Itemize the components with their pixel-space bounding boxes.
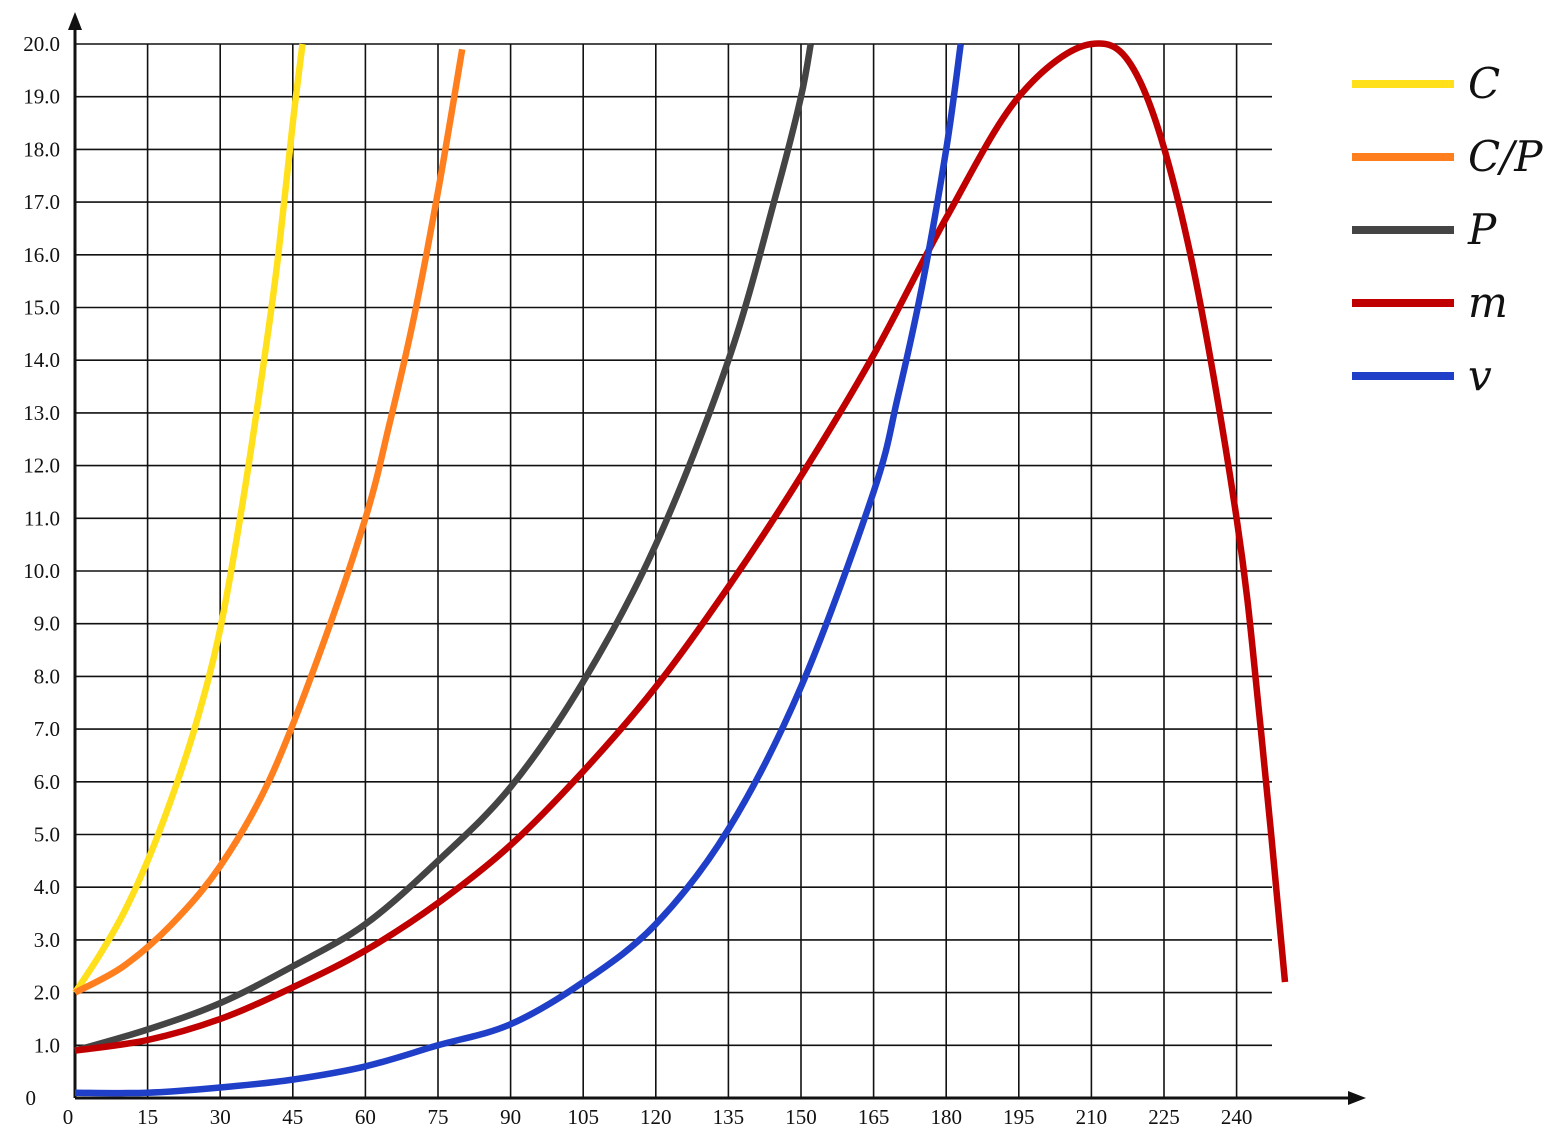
- y-tick-label: 20.0: [23, 32, 60, 56]
- series-line-c: [72, 43, 306, 995]
- y-axis-arrow: [68, 12, 82, 30]
- axes: [68, 12, 1366, 1105]
- y-tick-label: 8.0: [34, 664, 60, 688]
- y-tick-label: 5.0: [34, 823, 60, 847]
- x-axis-arrow: [1348, 1091, 1366, 1105]
- y-tick-label: 11.0: [24, 506, 60, 530]
- x-tick-label: 165: [858, 1105, 890, 1129]
- x-tick-label: 210: [1076, 1105, 1108, 1129]
- legend-label-c: C: [1468, 59, 1500, 108]
- y-tick-label: 17.0: [23, 190, 60, 214]
- x-tick-label: 120: [640, 1105, 672, 1129]
- y-tick-label: 0: [26, 1086, 37, 1110]
- y-tick-label: 2.0: [34, 981, 60, 1005]
- y-tick-label: 16.0: [23, 243, 60, 267]
- y-tick-label: 7.0: [34, 717, 60, 741]
- x-tick-label: 150: [785, 1105, 817, 1129]
- x-tick-label: 90: [500, 1105, 521, 1129]
- y-tick-label: 13.0: [23, 401, 60, 425]
- x-tick-label: 15: [137, 1105, 158, 1129]
- x-tick-label: 0: [63, 1105, 74, 1129]
- y-tick-label: 4.0: [34, 875, 60, 899]
- series-line-m: [74, 40, 1289, 1054]
- y-tick-label: 1.0: [34, 1033, 60, 1057]
- legend-label-p: P: [1467, 205, 1497, 254]
- x-tick-label: 105: [567, 1105, 599, 1129]
- tick-labels: 0 15 30 45 60 75 90 105 120 135 150 165 180 195 210 225…: [23, 32, 1252, 1129]
- y-tick-label: 15.0: [23, 296, 60, 320]
- x-tick-label: 225: [1148, 1105, 1180, 1129]
- legend-label-m: m: [1468, 278, 1508, 327]
- x-tick-label: 240: [1221, 1105, 1253, 1129]
- x-tick-label: 195: [1003, 1105, 1035, 1129]
- y-tick-label: 9.0: [34, 612, 60, 636]
- y-tick-label: 3.0: [34, 928, 60, 952]
- y-tick-label: 12.0: [23, 454, 60, 478]
- series-line-c-p: [73, 48, 466, 996]
- grid: [75, 43, 1272, 1098]
- x-tick-label: 180: [930, 1105, 962, 1129]
- y-tick-label: 14.0: [23, 348, 60, 372]
- x-tick-label: 60: [355, 1105, 376, 1129]
- y-tick-label: 10.0: [23, 559, 60, 583]
- legend-label-c-p: C/P: [1468, 132, 1543, 181]
- x-tick-label: 30: [210, 1105, 231, 1129]
- x-tick-label: 45: [282, 1105, 303, 1129]
- series-line-p: [74, 43, 814, 1054]
- x-tick-label: 135: [713, 1105, 745, 1129]
- series-line-v: [74, 43, 964, 1097]
- y-tick-label: 19.0: [23, 85, 60, 109]
- x-tick-label: 75: [428, 1105, 449, 1129]
- legend-label-v: v: [1468, 351, 1492, 400]
- legend: C C/P Pmv: [1352, 59, 1543, 400]
- series-lines: [72, 40, 1289, 1097]
- y-tick-label: 6.0: [34, 770, 60, 794]
- y-tick-label: 18.0: [23, 137, 60, 161]
